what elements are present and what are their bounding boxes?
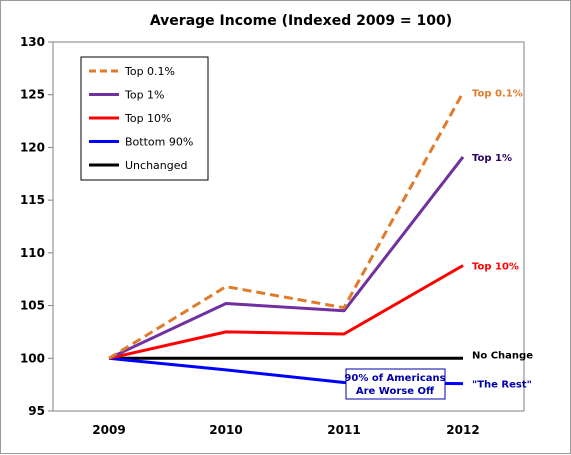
end-labels: Top 0.1% Top 1% Top 10% "The Rest" No Change — [472, 89, 533, 391]
y-tick-label: 110 — [20, 246, 45, 260]
end-label: Top 10% — [472, 262, 519, 273]
y-tick-label: 125 — [20, 88, 45, 102]
y-tick-label: 130 — [20, 35, 45, 49]
y-tick-label: 120 — [20, 140, 45, 154]
series-lines — [108, 91, 465, 386]
y-tick-label: 105 — [20, 299, 45, 313]
chart-title: Average Income (Indexed 2009 = 100) — [150, 13, 452, 29]
x-tick-label: 2011 — [327, 423, 360, 437]
y-tick-label: 115 — [20, 193, 45, 207]
legend-label: Unchanged — [125, 159, 188, 172]
y-axis: 95 100 105 110 115 120 125 130 — [20, 35, 53, 418]
end-label: Top 1% — [472, 153, 512, 164]
legend-label: Bottom 90% — [125, 136, 193, 149]
annotation-line-1: 90% of Americans — [344, 373, 445, 384]
series-line-top-1- — [108, 155, 465, 360]
end-label: No Change — [472, 350, 533, 361]
end-label: "The Rest" — [472, 380, 532, 391]
annotation-line-2: Are Worse Off — [356, 386, 435, 397]
y-tick-label: 100 — [20, 351, 45, 365]
x-tick-label: 2010 — [209, 423, 242, 437]
end-label: Top 0.1% — [472, 89, 523, 100]
legend-label: Top 10% — [124, 112, 172, 125]
y-tick-label: 95 — [28, 404, 45, 418]
legend: Top 0.1% Top 1% Top 10% Bottom 90% Unchanged — [80, 56, 209, 181]
annotation-box: 90% of Americans Are Worse Off — [344, 368, 446, 400]
series-line-top-0-1- — [108, 91, 465, 360]
series-line-top-10- — [108, 264, 464, 360]
x-tick-label: 2012 — [446, 423, 479, 437]
annotation-border — [345, 368, 446, 400]
legend-label: Top 0.1% — [124, 65, 175, 78]
legend-label: Top 1% — [124, 89, 165, 102]
x-tick-label: 2009 — [92, 423, 125, 437]
x-axis: 2009 2010 2011 2012 — [92, 423, 479, 437]
